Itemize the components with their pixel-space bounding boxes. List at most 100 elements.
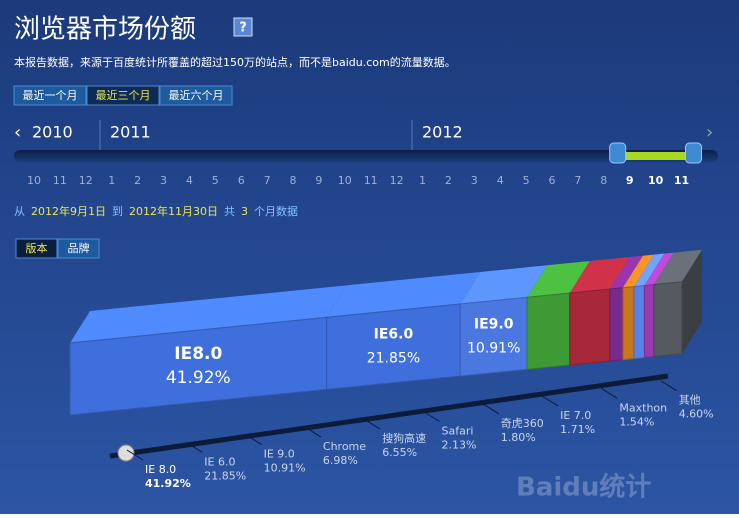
title: 浏览器市场份额	[14, 15, 196, 45]
range-button[interactable]	[86, 85, 160, 106]
category-label: 其他	[679, 394, 701, 407]
bar-top	[460, 265, 548, 304]
bar-inner-value: 21.85%	[367, 351, 420, 367]
range-button[interactable]	[13, 85, 87, 106]
category-label: IE 6.0	[204, 455, 235, 468]
month-label: 9	[315, 174, 322, 187]
range-label: 最近一个月	[23, 89, 78, 102]
category-label: IE 9.0	[264, 448, 295, 461]
year-label: 2010	[32, 123, 73, 142]
label-leader	[601, 387, 618, 399]
month-label: 8	[600, 174, 607, 187]
bar-front	[569, 288, 611, 366]
range-label: 最近三个月	[96, 89, 151, 102]
axis-line	[109, 373, 669, 459]
label-leader	[423, 411, 440, 422]
bar-top	[527, 261, 590, 298]
month-label: 2	[134, 174, 141, 187]
bar-inner-value: 41.92%	[166, 368, 231, 388]
category-label: IE 8.0	[145, 463, 176, 476]
label-leader	[541, 395, 559, 407]
bar-inner-value: 10.91%	[467, 341, 520, 357]
month-label: 7	[574, 174, 581, 187]
bar-top	[326, 271, 481, 318]
month-label: 4	[497, 174, 504, 187]
month-label: 3	[471, 174, 478, 187]
help-icon[interactable]	[233, 17, 253, 37]
month-label: 7	[264, 174, 271, 187]
range-button[interactable]	[159, 85, 233, 106]
month-label: 9	[626, 174, 634, 187]
category-label: Maxthon	[619, 401, 667, 414]
month-label: 4	[186, 174, 193, 187]
bar-front	[643, 284, 655, 359]
value-label: 10.91%	[264, 462, 306, 475]
bar-top	[609, 255, 643, 290]
month-label: 8	[290, 174, 297, 187]
date-text: 共	[224, 205, 235, 218]
value-label: 41.92%	[145, 477, 191, 490]
date-text: 从	[14, 205, 25, 218]
month-label: 12	[390, 174, 404, 187]
bar-front	[526, 292, 571, 370]
month-label: 5	[523, 174, 530, 187]
month-label: 11	[364, 174, 378, 187]
next-arrow[interactable]: ›	[706, 122, 713, 143]
bar-top	[622, 254, 654, 288]
date-text: 3	[241, 205, 248, 218]
month-label: 2	[445, 174, 452, 187]
timeline-handle[interactable]	[685, 142, 702, 164]
label-leader	[186, 441, 203, 453]
category-label: IE 7.0	[560, 409, 591, 422]
month-label: 1	[419, 174, 426, 187]
category-label: Safari	[442, 425, 474, 438]
bar-front	[633, 285, 645, 360]
category-label: 搜狗高速	[382, 431, 426, 445]
month-label: 11	[53, 174, 67, 187]
tab-label: 品牌	[68, 241, 90, 255]
label-leader	[304, 426, 322, 438]
value-label: 21.85%	[204, 469, 246, 482]
date-text: 2012年9月1日	[31, 204, 106, 218]
label-leader	[482, 403, 500, 415]
month-label: 5	[212, 174, 219, 187]
value-label: 1.71%	[560, 423, 595, 436]
subtitle: 本报告数据，来源于百度统计所覆盖的超过150万的站点，而不是baidu.com的…	[14, 55, 456, 69]
category-label: 奇虎360	[501, 417, 544, 430]
bar-inner-name: IE9.0	[474, 317, 514, 333]
month-label: 10	[27, 174, 41, 187]
bar-top	[70, 285, 347, 343]
bar-front	[653, 281, 683, 358]
month-label: 10	[648, 174, 664, 187]
label-leader	[245, 434, 262, 446]
bar-side	[682, 249, 702, 354]
value-label: 1.54%	[619, 415, 654, 428]
tab[interactable]	[57, 238, 100, 259]
category-label: Chrome	[323, 440, 366, 453]
help-text: ?	[239, 21, 247, 36]
tab[interactable]	[15, 238, 58, 259]
timeline-handle[interactable]	[609, 142, 627, 164]
bar-front	[326, 303, 461, 390]
value-label: 2.13%	[442, 439, 477, 452]
timeline-track	[14, 150, 718, 162]
label-leader	[363, 418, 381, 430]
label-leader	[660, 380, 677, 392]
bar-top	[644, 252, 674, 286]
month-label: 12	[79, 174, 93, 187]
label-leader	[126, 449, 144, 461]
value-label: 4.60%	[679, 408, 714, 421]
bar-front	[459, 296, 528, 377]
axis-knob[interactable]	[117, 444, 135, 462]
bar-front	[622, 286, 635, 361]
month-label: 6	[549, 174, 556, 187]
month-label: 11	[674, 174, 689, 187]
month-label: 3	[160, 174, 167, 187]
prev-arrow[interactable]: ‹	[14, 122, 21, 143]
year-label: 2012	[422, 123, 463, 142]
timeline-selection[interactable]	[619, 152, 692, 160]
tab-label: 版本	[26, 241, 48, 255]
bar-top	[633, 253, 665, 287]
month-label: 10	[338, 174, 352, 187]
